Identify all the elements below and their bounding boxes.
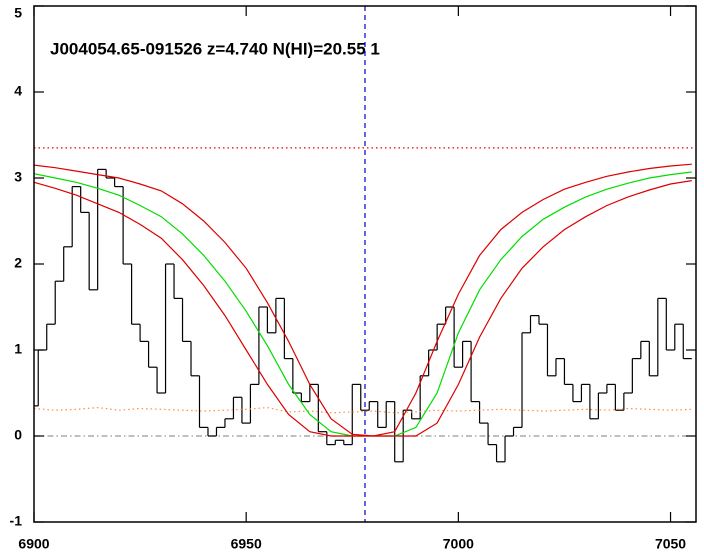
y-tick-label: 4 [14,83,22,99]
model-line [33,406,692,414]
y-tick-label: 0 [14,427,22,443]
model-line [33,163,692,437]
y-tick-label: -1 [10,513,23,529]
plot-frame [33,5,697,523]
model-line [33,180,692,437]
y-tick-label: 3 [14,169,22,185]
plot-area: -1 0 1 2 3 4 5 6900 6950 7000 7050 [10,5,697,552]
y-tick-label: 2 [14,255,22,271]
x-tick-label: 7050 [655,536,686,552]
x-tick-label: 6900 [18,536,49,552]
y-tick-label: 1 [14,341,22,357]
annotation: J004054.65-091526 z=4.740 N(HI)=20.55 1 [50,39,380,58]
model-line [33,171,692,437]
x-tick-label: 7000 [443,536,474,552]
x-tick-label: 6950 [231,536,262,552]
y-tick-label: 5 [14,5,22,21]
